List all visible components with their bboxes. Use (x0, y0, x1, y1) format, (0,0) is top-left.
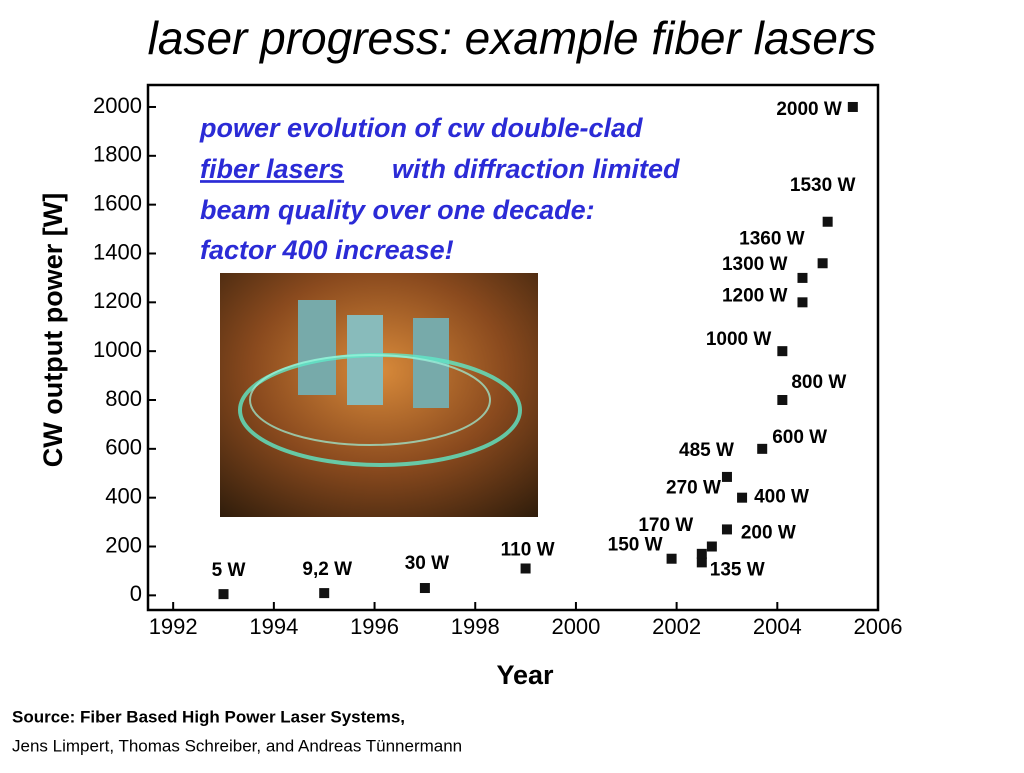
x-tick-label: 1994 (249, 614, 298, 639)
point (706, 541, 717, 552)
y-tick-label: 1400 (93, 239, 142, 264)
point (777, 346, 788, 357)
x-axis-label: Year (496, 660, 554, 690)
point (218, 589, 229, 600)
point (817, 258, 828, 269)
x-tick-label: 1996 (350, 614, 399, 639)
plot-frame (146, 83, 880, 612)
y-tick-label: 600 (105, 435, 142, 460)
annotation: power evolution of cw double-clad (199, 113, 643, 143)
data-label: 9,2 W (302, 559, 352, 580)
y-axis-label: CW output power [W] (38, 193, 68, 467)
data-label: 400 W (754, 487, 809, 508)
x-tick-label: 2000 (551, 614, 600, 639)
source-line: Jens Limpert, Thomas Schreiber, and Andr… (12, 736, 462, 755)
data-label: 800 W (791, 372, 846, 393)
point (696, 548, 707, 559)
point (721, 524, 732, 535)
data-label: 1360 W (739, 228, 805, 249)
data-label: 200 W (741, 523, 796, 544)
source-line: Source: Fiber Based High Power Laser Sys… (12, 707, 405, 726)
data-label: 5 W (212, 560, 246, 581)
data-label: 1200 W (722, 285, 788, 306)
data-label: 1530 W (790, 175, 856, 196)
annotation: with diffraction limited (392, 154, 680, 184)
y-tick-label: 2000 (93, 93, 142, 118)
data-label: 485 W (679, 440, 734, 461)
annotation: beam quality over one decade: (200, 195, 595, 225)
point (520, 563, 531, 574)
data-label: 150 W (608, 535, 663, 556)
point (797, 272, 808, 283)
point (319, 588, 330, 599)
data-label: 1000 W (706, 329, 772, 350)
data-label: 600 W (772, 427, 827, 448)
x-tick-label: 1998 (451, 614, 500, 639)
x-tick-label: 2004 (753, 614, 802, 639)
data-label: 1300 W (722, 254, 788, 275)
data-label: 135 W (710, 559, 765, 580)
data-label: 110 W (501, 540, 555, 561)
annotation: fiber lasers (200, 154, 344, 184)
data-label: 270 W (666, 477, 721, 498)
point (822, 216, 833, 227)
point (847, 101, 858, 112)
data-label: 2000 W (776, 99, 842, 120)
slide-title: laser progress: example fiber lasers (148, 12, 877, 64)
annotation: factor 400 increase! (200, 235, 454, 265)
y-tick-label: 0 (130, 581, 142, 606)
y-tick-label: 1600 (93, 190, 142, 215)
x-tick-label: 2006 (854, 614, 903, 639)
data-label: 170 W (638, 515, 693, 536)
point (721, 471, 732, 482)
point (666, 553, 677, 564)
y-tick-label: 1000 (93, 337, 142, 362)
photo (220, 273, 538, 517)
x-tick-label: 1992 (149, 614, 198, 639)
point (777, 395, 788, 405)
point (757, 443, 768, 454)
y-tick-label: 400 (105, 483, 142, 508)
point (696, 557, 707, 568)
y-tick-label: 1200 (93, 288, 142, 313)
x-tick-label: 2002 (652, 614, 701, 639)
point (737, 492, 748, 503)
data-label: 30 W (405, 553, 449, 574)
y-tick-label: 1800 (93, 142, 142, 167)
y-tick-label: 200 (105, 532, 142, 557)
point (797, 297, 808, 308)
point (419, 583, 430, 594)
y-tick-label: 800 (105, 386, 142, 411)
